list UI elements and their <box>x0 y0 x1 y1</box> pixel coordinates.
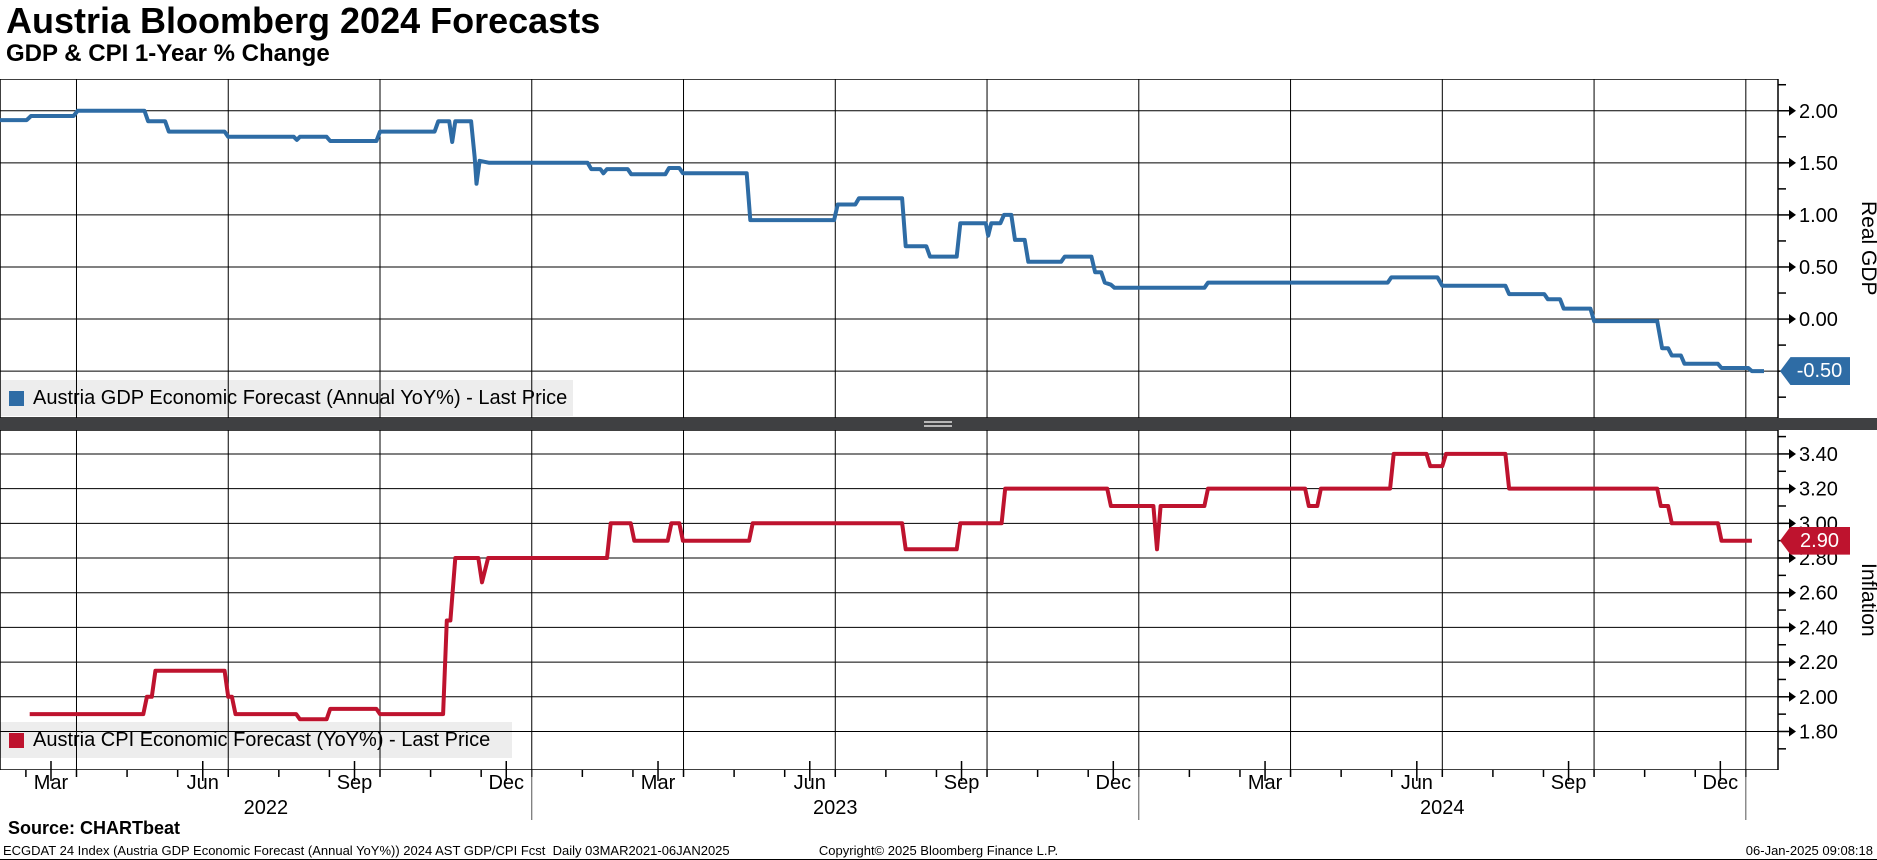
x-year-label: 2023 <box>813 797 858 819</box>
cpi-legend-label: Austria CPI Economic Forecast (YoY%) - L… <box>33 728 491 751</box>
footer-timestamp: 06-Jan-2025 09:08:18 <box>1745 843 1873 858</box>
legend-band <box>0 380 573 416</box>
y-tick-label: 2.00 <box>1799 101 1838 123</box>
y-tick-label: 0.50 <box>1799 257 1838 279</box>
gdp-last-price-badge: -0.50 <box>1780 357 1850 386</box>
y-tick-arrow-icon <box>1789 209 1796 220</box>
chart-subtitle: GDP & CPI 1-Year % Change <box>6 40 330 67</box>
cpi-legend[interactable]: Austria CPI Economic Forecast (YoY%) - L… <box>0 722 490 758</box>
cpi-panel[interactable]: 3.40 3.20 3.00 2.80 2.60 2.40 2.20 2.00 1.80 <box>0 430 1877 770</box>
x-month-label: Mar <box>33 772 69 794</box>
gdp-panel[interactable]: 2.00 1.50 1.00 0.50 0.00 -0.50 <box>0 79 1877 418</box>
x-year-label: 2024 <box>1420 797 1465 819</box>
x-month-label: Jun <box>793 772 826 794</box>
footer-index-line: ECGDAT 24 Index (Austria GDP Economic Fo… <box>3 843 730 858</box>
y-tick-arrow-icon <box>1789 157 1796 168</box>
panel-divider-handle-icon[interactable] <box>924 421 952 427</box>
y-tick-arrow-icon <box>1789 448 1796 459</box>
y-tick-arrow-icon <box>1789 553 1796 564</box>
panel-divider[interactable] <box>0 418 1877 430</box>
gdp-series-line <box>0 108 1764 374</box>
y-tick-label: 1.50 <box>1799 153 1838 175</box>
x-month-label: Sep <box>943 772 980 794</box>
y-tick-label: 3.40 <box>1799 444 1838 466</box>
cpi-plot-svg: 3.403.203.002.802.602.402.202.001.80 <box>0 430 1838 770</box>
cpi-last-price-badge: 2.90 <box>1780 526 1850 555</box>
x-month-label: Dec <box>488 772 525 794</box>
x-month-label: Mar <box>640 772 676 794</box>
x-month-label: Jun <box>1400 772 1433 794</box>
legend-band <box>0 722 512 758</box>
cpi-series-line <box>29 451 1752 722</box>
y-tick-arrow-icon <box>1789 691 1796 702</box>
y-tick-label: 2.60 <box>1799 583 1838 605</box>
x-month-label: Sep <box>336 772 373 794</box>
plot-frame <box>0 430 1779 770</box>
x-month-label: Mar <box>1247 772 1283 794</box>
gdp-legend-swatch-icon <box>9 390 24 406</box>
gdp-axis-title: Real GDP <box>1857 201 1877 296</box>
y-tick-label: 2.40 <box>1799 617 1838 639</box>
y-tick-arrow-icon <box>1789 587 1796 598</box>
y-tick-label: 0.00 <box>1799 309 1838 331</box>
y-tick-arrow-icon <box>1789 261 1796 272</box>
x-month-label: Sep <box>1550 772 1587 794</box>
x-year-label: 2022 <box>243 797 289 819</box>
footer-copyright: Copyright© 2025 Bloomberg Finance L.P. <box>818 843 1059 858</box>
y-tick-label: 1.00 <box>1799 205 1838 227</box>
gdp-legend[interactable]: Austria GDP Economic Forecast (Annual Yo… <box>0 380 567 416</box>
y-tick-label: 2.00 <box>1799 687 1838 709</box>
x-month-label: Jun <box>186 772 219 794</box>
y-tick-label: 2.20 <box>1799 652 1838 674</box>
y-tick-arrow-icon <box>1789 314 1796 325</box>
y-tick-label: 1.80 <box>1799 721 1838 743</box>
chart-title: Austria Bloomberg 2024 Forecasts <box>6 0 601 41</box>
x-month-label: Dec <box>1702 772 1739 794</box>
x-axis <box>25 761 1747 820</box>
gdp-legend-label: Austria GDP Economic Forecast (Annual Yo… <box>33 386 568 409</box>
source-note: Source: CHARTbeat <box>8 818 181 838</box>
y-tick-arrow-icon <box>1789 622 1796 633</box>
y-tick-arrow-icon <box>1789 657 1796 668</box>
gdp-plot-svg: 2.001.501.000.500.00-0.50 <box>0 79 1845 418</box>
y-tick-arrow-icon <box>1789 726 1796 737</box>
y-tick-arrow-icon <box>1789 105 1796 116</box>
cpi-legend-swatch-icon <box>9 732 24 748</box>
y-tick-label: 3.20 <box>1799 479 1838 501</box>
x-month-label: Dec <box>1095 772 1132 794</box>
plot-frame <box>0 79 1779 418</box>
y-tick-arrow-icon <box>1789 518 1796 529</box>
y-tick-arrow-icon <box>1789 483 1796 494</box>
cpi-axis-title: Inflation <box>1857 563 1877 637</box>
